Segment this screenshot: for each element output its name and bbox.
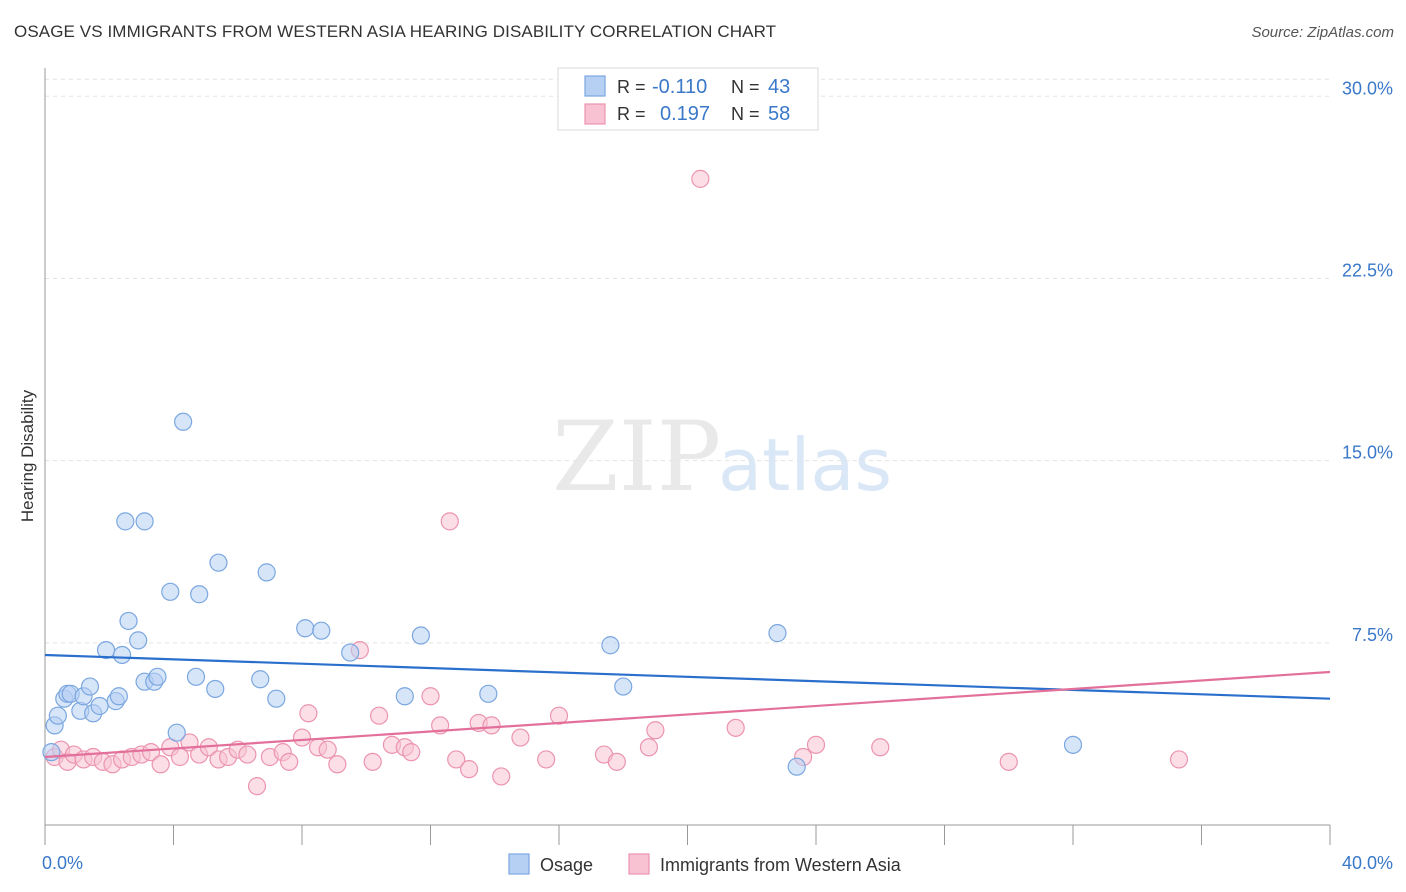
x-tick-label-min: 0.0% xyxy=(42,853,83,873)
osage-point xyxy=(116,512,135,531)
chart-title: OSAGE VS IMMIGRANTS FROM WESTERN ASIA HE… xyxy=(14,22,777,41)
osage-point xyxy=(312,621,331,640)
immigrants-point xyxy=(247,777,267,796)
osage-point xyxy=(267,689,286,708)
tick-labels: 7.5% 15.0% 22.5% 30.0% 0.0% 40.0% xyxy=(42,78,1393,873)
y-tick-label: 22.5% xyxy=(1342,260,1393,280)
bottom-legend-label-immigrants: Immigrants from Western Asia xyxy=(660,855,902,875)
series-legend: Osage Immigrants from Western Asia xyxy=(508,853,902,875)
y-axis-title: Hearing Disability xyxy=(18,389,37,522)
immigrants-point xyxy=(328,755,347,774)
osage-point xyxy=(257,563,276,582)
osage-point xyxy=(135,512,154,531)
immigrants-point xyxy=(318,740,337,759)
osage-point xyxy=(787,757,806,776)
immigrants-point xyxy=(292,728,312,747)
osage-point xyxy=(90,696,109,716)
immigrants-point xyxy=(1169,750,1189,769)
immigrants-point xyxy=(549,706,569,725)
immigrants-point xyxy=(363,752,382,771)
immigrants-point xyxy=(492,767,511,786)
data-points xyxy=(42,169,1189,796)
y-tick-label: 30.0% xyxy=(1342,78,1393,98)
legend-n-label-1: N = xyxy=(731,77,760,97)
watermark-zip: ZIP xyxy=(552,401,721,513)
immigrants-point xyxy=(280,752,299,771)
immigrants-trend-line xyxy=(44,670,1331,759)
osage-point xyxy=(190,585,209,604)
immigrants-point xyxy=(299,704,318,723)
osage-point xyxy=(395,687,414,706)
immigrants-point xyxy=(170,747,190,767)
immigrants-point xyxy=(511,728,530,747)
osage-point xyxy=(80,677,100,696)
osage-point xyxy=(167,723,186,742)
legend-n-value-1: 43 xyxy=(768,76,790,98)
y-tick-label: 7.5% xyxy=(1352,625,1393,645)
immigrants-point xyxy=(151,755,170,774)
osage-point xyxy=(161,582,180,601)
bottom-legend-swatch-osage xyxy=(508,853,530,875)
immigrants-point xyxy=(871,738,890,757)
osage-point xyxy=(614,677,633,696)
osage-point xyxy=(601,636,620,655)
immigrants-point xyxy=(141,743,161,762)
immigrants-point xyxy=(726,718,745,737)
trend-lines xyxy=(44,653,1331,759)
legend-n-value-2: 58 xyxy=(768,103,790,125)
bottom-legend-swatch-immigrants xyxy=(628,853,650,875)
osage-point xyxy=(109,687,128,706)
osage-point xyxy=(174,412,193,431)
immigrants-point xyxy=(482,716,501,735)
legend-n-label-2: N = xyxy=(731,104,760,124)
osage-point xyxy=(206,679,225,699)
immigrants-point xyxy=(639,738,659,757)
legend-swatch-immigrants xyxy=(584,103,606,125)
osage-point xyxy=(341,643,360,662)
immigrants-point xyxy=(459,760,479,779)
osage-point xyxy=(768,624,787,643)
immigrants-point xyxy=(999,752,1018,771)
osage-point xyxy=(1063,735,1083,754)
immigrants-point xyxy=(447,750,466,769)
osage-point xyxy=(112,645,132,665)
legend-r-value-2: 0.197 xyxy=(660,103,710,125)
osage-point xyxy=(119,611,138,631)
legend-r-label-1: R = xyxy=(617,77,646,97)
osage-point xyxy=(186,667,206,686)
immigrants-point xyxy=(440,512,459,531)
immigrants-point xyxy=(537,750,556,769)
osage-point xyxy=(296,619,315,638)
correlation-legend: R = -0.110 N = 43 R = 0.197 N = 58 xyxy=(557,67,819,131)
osage-trend-line xyxy=(44,653,1331,700)
osage-point xyxy=(42,743,61,762)
bottom-legend-label-osage: Osage xyxy=(540,855,593,875)
axes xyxy=(44,68,1331,845)
y-tick-label: 15.0% xyxy=(1342,443,1393,463)
osage-point xyxy=(209,553,228,572)
osage-point xyxy=(479,684,498,703)
immigrants-point xyxy=(607,752,626,771)
osage-point xyxy=(251,670,270,689)
immigrants-point xyxy=(806,735,826,754)
osage-point xyxy=(148,667,167,686)
immigrants-point xyxy=(370,706,389,725)
legend-r-label-2: R = xyxy=(617,104,646,124)
immigrants-point xyxy=(646,721,665,740)
source-label: Source: ZipAtlas.com xyxy=(1251,24,1394,41)
osage-point xyxy=(129,631,148,650)
osage-point xyxy=(48,706,67,725)
immigrants-point xyxy=(691,169,710,188)
immigrants-point xyxy=(421,687,440,706)
osage-point xyxy=(411,626,430,645)
grid-lines xyxy=(45,78,1330,644)
watermark-atlas: atlas xyxy=(718,423,892,507)
immigrants-point xyxy=(238,745,257,764)
x-tick-label-max: 40.0% xyxy=(1342,853,1393,873)
immigrants-point xyxy=(402,743,421,762)
legend-swatch-osage xyxy=(584,75,606,97)
legend-r-value-1: -0.110 xyxy=(652,76,707,98)
